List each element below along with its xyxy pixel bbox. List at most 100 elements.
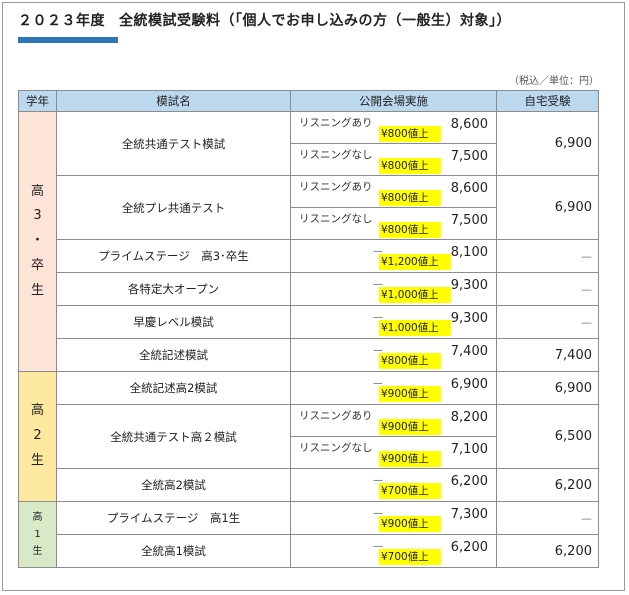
- venue-price-cell: リスニングなし ¥800値上 7,500: [290, 143, 497, 176]
- listening-label: リスニングあり: [299, 117, 373, 129]
- dash-mark: —: [373, 475, 383, 486]
- exam-name: 全統共通テスト高２模試: [56, 404, 291, 469]
- dash-mark: —: [373, 312, 383, 323]
- price-increase-badge: ¥900値上: [379, 419, 441, 435]
- dash-mark: —: [373, 541, 383, 552]
- price-increase-badge: ¥800値上: [379, 190, 441, 206]
- price-increase-badge: ¥900値上: [379, 516, 441, 532]
- venue-price: 7,400: [450, 344, 488, 359]
- header-row: 学年 模試名 公開会場実施 自宅受験: [18, 90, 599, 112]
- price-increase-badge: ¥800値上: [379, 126, 441, 142]
- venue-price-cell: — ¥800値上 7,400: [290, 338, 497, 372]
- listening-label: リスニングあり: [299, 410, 373, 422]
- home-price: 6,900: [496, 111, 599, 176]
- exam-name: 全統記述高2模試: [56, 371, 291, 405]
- header-home: 自宅受験: [496, 90, 599, 112]
- exam-name: 全統高1模試: [56, 534, 291, 568]
- price-increase-badge: ¥700値上: [379, 483, 441, 499]
- venue-price: 9,300: [450, 278, 488, 293]
- venue-price: 7,500: [450, 149, 488, 164]
- price-increase-badge: ¥900値上: [379, 386, 441, 402]
- venue-price: 8,200: [450, 410, 488, 425]
- home-price: —: [496, 305, 599, 339]
- venue-price: 6,200: [450, 474, 488, 489]
- dash-mark: —: [373, 279, 383, 290]
- table-row: リスニングなし ¥800値上 7,500: [19, 207, 599, 240]
- venue-price-cell: — ¥700値上 6,200: [290, 468, 497, 502]
- venue-price: 7,100: [450, 442, 488, 457]
- exam-name: 各特定大オープン: [56, 272, 291, 306]
- grade-cell-g1: 高 1 生: [18, 501, 57, 568]
- venue-price-cell: — ¥1,000値上 9,300: [290, 305, 497, 339]
- venue-price-cell: — ¥1,000値上 9,300: [290, 272, 497, 306]
- venue-price-cell: — ¥900値上 7,300: [290, 501, 497, 535]
- table-row: 全統高1模試 — ¥700値上 6,200 6,200: [19, 534, 599, 568]
- listening-label: リスニングなし: [299, 442, 373, 454]
- header-grade: 学年: [18, 90, 57, 112]
- table-row: 全統共通テスト高２模試 リスニングあり ¥900値上 8,200 6,500: [19, 404, 599, 469]
- home-price: —: [496, 501, 599, 535]
- table-row: 高 3 ・ 卒 生全統共通テスト模試 リスニングあり ¥800値上 8,600 6,90…: [18, 111, 599, 372]
- price-increase-badge: ¥800値上: [379, 222, 441, 238]
- home-price: 6,900: [496, 175, 599, 240]
- title-year: ２０２３年度: [18, 13, 105, 29]
- exam-name: プライムステージ 高3･卒生: [56, 239, 291, 273]
- exam-name: 全統プレ共通テスト: [56, 175, 291, 240]
- venue-price: 8,600: [450, 181, 488, 196]
- header-venue: 公開会場実施: [290, 90, 497, 112]
- unit-note: （税込／単位：円）: [509, 76, 599, 87]
- dash-mark: —: [373, 345, 383, 356]
- table-row: 全統高2模試 — ¥700値上 6,200 6,200: [19, 468, 599, 502]
- table-row: 各特定大オープン — ¥1,000値上 9,300—: [19, 272, 599, 306]
- exam-name: 全統記述模試: [56, 338, 291, 372]
- venue-price: 6,200: [450, 540, 488, 555]
- home-price: —: [496, 272, 599, 306]
- exam-name: 早慶レベル模試: [56, 305, 291, 339]
- grade-cell-g3: 高 3 ・ 卒 生: [18, 111, 57, 372]
- title-text: 全統模試受験料（「個人でお申し込みの方（一般生）対象」）: [119, 13, 511, 29]
- venue-price: 7,300: [450, 507, 488, 522]
- fee-table: 学年 模試名 公開会場実施 自宅受験 高 3 ・ 卒 生全統共通テスト模試 リスニ…: [18, 90, 599, 568]
- price-increase-badge: ¥900値上: [379, 451, 441, 467]
- price-increase-badge: ¥800値上: [379, 353, 441, 369]
- table-row: 全統記述模試 — ¥800値上 7,400 7,400: [19, 338, 599, 372]
- venue-price-cell: — ¥1,200値上 8,100: [290, 239, 497, 273]
- listening-label: リスニングなし: [299, 213, 373, 225]
- table-row: 高 2 生全統記述高2模試 — ¥900値上 6,900 6,900: [18, 371, 599, 502]
- table-row: リスニングなし ¥900値上 7,100: [19, 436, 599, 469]
- title-underline: [18, 37, 118, 43]
- venue-price-cell: — ¥700値上 6,200: [290, 534, 497, 568]
- grade-cell-g2: 高 2 生: [18, 371, 57, 502]
- venue-price: 6,900: [450, 377, 488, 392]
- dash-mark: —: [373, 246, 383, 257]
- venue-price-cell: — ¥900値上 6,900: [290, 371, 497, 405]
- venue-price: 8,100: [450, 245, 488, 260]
- page-title: ２０２３年度 全統模試受験料（「個人でお申し込みの方（一般生）対象」）: [18, 10, 511, 30]
- exam-name: プライムステージ 高1生: [56, 501, 291, 535]
- exam-name: 全統共通テスト模試: [56, 111, 291, 176]
- listening-label: リスニングなし: [299, 149, 373, 161]
- venue-price-cell: リスニングなし ¥800値上 7,500: [290, 207, 497, 240]
- venue-price: 9,300: [450, 311, 488, 326]
- price-increase-badge: ¥1,000値上: [379, 287, 451, 303]
- venue-price-cell: リスニングあり ¥900値上 8,200: [290, 404, 497, 437]
- home-price: 6,200: [496, 534, 599, 568]
- exam-name: 全統高2模試: [56, 468, 291, 502]
- dash-mark: —: [373, 378, 383, 389]
- table-row: 早慶レベル模試 — ¥1,000値上 9,300—: [19, 305, 599, 339]
- header-exam: 模試名: [56, 90, 291, 112]
- dash-mark: —: [373, 508, 383, 519]
- venue-price: 8,600: [450, 117, 488, 132]
- venue-price-cell: リスニングあり ¥800値上 8,600: [290, 111, 497, 144]
- price-increase-badge: ¥1,000値上: [379, 320, 451, 336]
- listening-label: リスニングあり: [299, 181, 373, 193]
- home-price: 7,400: [496, 338, 599, 372]
- home-price: 6,200: [496, 468, 599, 502]
- home-price: 6,500: [496, 404, 599, 469]
- home-price: 6,900: [496, 371, 599, 405]
- venue-price-cell: リスニングあり ¥800値上 8,600: [290, 175, 497, 208]
- table-row: 全統プレ共通テスト リスニングあり ¥800値上 8,600 6,900: [19, 175, 599, 240]
- venue-price: 7,500: [450, 213, 488, 228]
- table-row: 高 1 生プライムステージ 高1生 — ¥900値上 7,300—: [18, 501, 599, 568]
